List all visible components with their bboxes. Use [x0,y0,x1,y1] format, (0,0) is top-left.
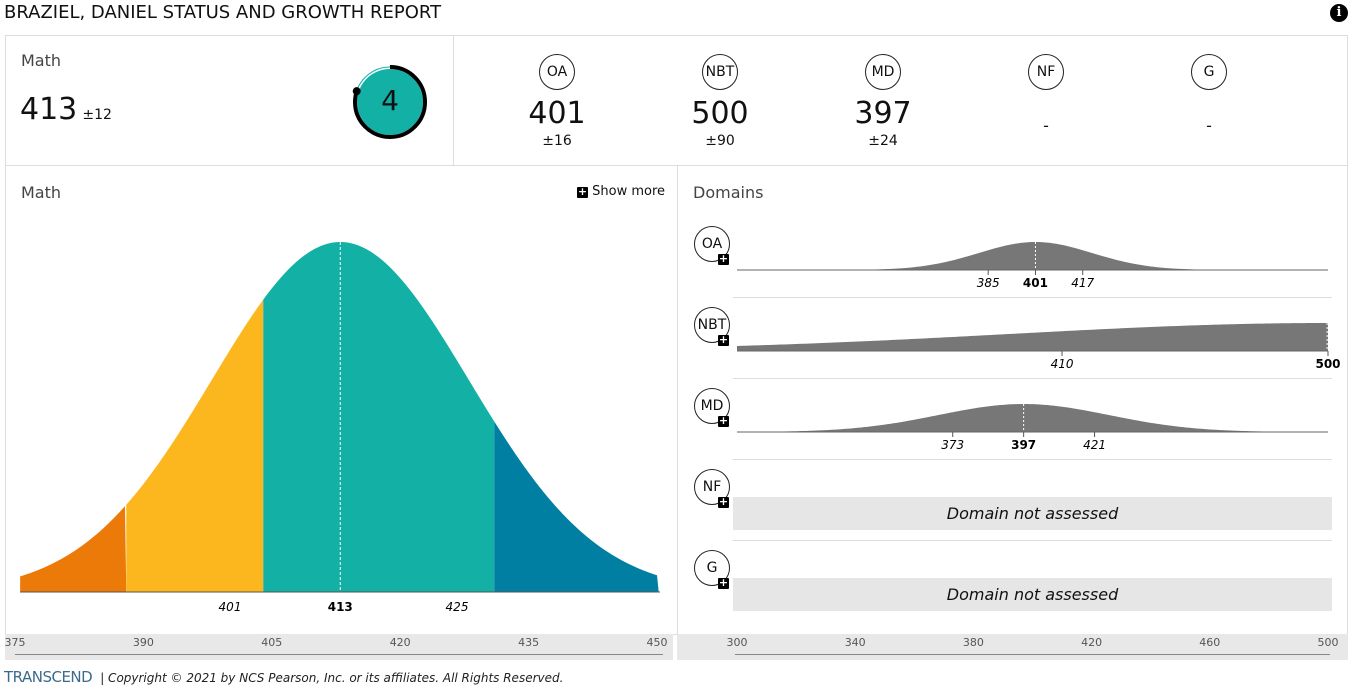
row-divider [733,459,1332,460]
domain-badge: NF [1028,54,1064,90]
overall-score: 413 [20,92,78,127]
domain-score: 397 [854,96,912,131]
subject-label: Math [21,51,62,70]
score-label-high: 425 [446,600,469,614]
axis-tick-label: 460 [1199,636,1221,649]
axis-tick-label: 435 [518,636,540,649]
transcend-logo: TRANSCEND [4,668,93,686]
performance-level: 4 [381,84,399,117]
domain-badge: OA [539,54,575,90]
domains-axis: 300 340 380 420 460 500 [677,634,1348,660]
row-divider [733,297,1332,298]
domain-summary-nbt: NBT 500 ±90 [660,54,780,149]
domain-distribution-chart: 385 401 417 410 500 373 397 421 [737,242,1341,452]
gauge-progress-arc [353,65,427,139]
expand-plus-icon[interactable]: + [718,414,729,427]
expand-plus-icon[interactable]: + [718,495,729,508]
domain-not-assessed: Domain not assessed [733,497,1332,530]
domain-score-label-score: 397 [1011,438,1036,452]
show-more-label: Show more [592,184,666,199]
domain-badge: G [1191,54,1227,90]
domain-summary-nf: NF - [986,54,1106,135]
axis-tick-label: 500 [1317,636,1339,649]
axis-tick-label: 380 [962,636,984,649]
axis-tick-label: 390 [132,636,154,649]
domains-panel-title: Domains [693,183,764,202]
axis-tick-label: 420 [1081,636,1103,649]
domain-error: ±90 [705,133,735,149]
page-title: BRAZIEL, DANIEL STATUS AND GROWTH REPORT [4,2,442,23]
domain-summary-md: MD 397 ±24 [823,54,943,149]
domain-score-label-high: 417 [1071,276,1094,290]
math-axis: 375 390 405 420 435 450 [5,634,673,660]
show-more-button[interactable]: + Show more [577,184,665,199]
performance-band-1 [20,506,127,592]
math-panel-title: Math [21,183,62,202]
expand-plus-icon[interactable]: + [718,333,729,346]
domain-score-label-score: 401 [1023,276,1048,290]
info-icon[interactable]: i [1330,4,1348,22]
score-label-mid: 413 [328,600,353,614]
domain-summary-g: G- [1149,54,1269,135]
domain-score-label-low: 410 [1051,357,1074,371]
domain-score: - [1043,116,1049,135]
domain-badge-nf[interactable]: NF [694,469,730,505]
domain-score: 500 [691,96,749,131]
domain-score-label-low: 385 [977,276,1000,290]
performance-band-3 [263,242,495,592]
domain-badge: NBT [702,54,738,90]
axis-tick-label: 340 [844,636,866,649]
plus-icon: + [577,185,588,198]
axis-tick-label: 375 [4,636,26,649]
axis-tick-label: 420 [389,636,411,649]
axis-tick-label: 300 [726,636,748,649]
expand-plus-icon[interactable]: + [718,252,729,265]
domain-error: ±24 [868,133,898,149]
domain-summary-oa: OA 401 ±16 [497,54,617,149]
row-divider [733,378,1332,379]
performance-level-gauge [352,65,427,139]
domain-score-label-high: 421 [1083,438,1106,452]
footer: TRANSCEND | Copyright © 2021 by NCS Pears… [4,668,563,686]
axis-tick-label: 405 [261,636,283,649]
domain-badge-md[interactable]: MD [694,388,730,424]
copyright: | Copyright © 2021 by NCS Pearson, Inc. … [100,671,564,685]
axis-tick-label: 450 [646,636,668,649]
row-divider [733,540,1332,541]
domain-curve-md [737,404,1328,432]
domain-badge: MD [865,54,901,90]
score-label-low: 401 [219,600,242,614]
performance-band-2 [126,299,264,592]
domain-score-label-low: 373 [941,438,964,452]
gauge-marker [352,87,361,96]
domain-score: 401 [528,96,586,131]
overall-error: ±12 [82,107,112,123]
domain-score: - [1206,116,1212,135]
domain-not-assessed: Domain not assessed [733,578,1332,611]
expand-plus-icon[interactable]: + [718,576,729,589]
performance-band-4 [494,421,659,592]
domain-curve-oa [737,242,1328,270]
domain-error: ±16 [542,133,572,149]
domain-curve-nbt [737,323,1328,351]
math-distribution-chart: 401 413 425 [20,242,660,614]
domain-score-label-high: 500 [1315,357,1340,371]
domain-summary-card: OA 401 ±16 NBT 500 ±90 MD 397 ±24 NF - G - [453,35,1348,166]
